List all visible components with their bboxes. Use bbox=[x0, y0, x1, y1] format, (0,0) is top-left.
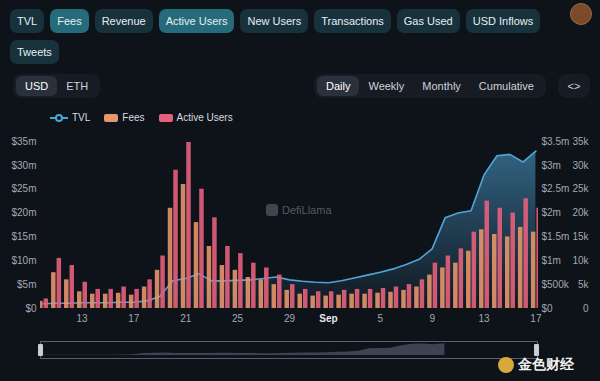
svg-text:15k: 15k bbox=[572, 231, 589, 242]
svg-text:$500k: $500k bbox=[542, 279, 570, 290]
html-text:Tweets: Tweets bbox=[17, 46, 52, 58]
svg-text:$3.5m: $3.5m bbox=[542, 136, 570, 147]
html-text:USD: USD bbox=[25, 80, 49, 92]
svg-text:$0: $0 bbox=[542, 303, 554, 314]
html-text:金色财经: 金色财经 bbox=[518, 356, 574, 372]
html-text:Weekly: Weekly bbox=[368, 80, 405, 92]
html-text:ETH: ETH bbox=[66, 80, 89, 92]
svg-text:21: 21 bbox=[180, 313, 192, 324]
svg-text:20k: 20k bbox=[572, 207, 589, 218]
html-text:USD Inflows: USD Inflows bbox=[472, 15, 534, 27]
html-text:Gas Used: Gas Used bbox=[403, 15, 453, 27]
svg-text:29: 29 bbox=[284, 313, 296, 324]
svg-text:35k: 35k bbox=[572, 136, 589, 147]
svg-text:17: 17 bbox=[128, 313, 140, 324]
svg-text:$20m: $20m bbox=[11, 207, 36, 218]
html-text:DefiLlama: DefiLlama bbox=[282, 204, 332, 216]
html-text:New Users: New Users bbox=[247, 15, 302, 27]
svg-text:5k: 5k bbox=[578, 279, 590, 290]
svg-text:$5m: $5m bbox=[17, 279, 36, 290]
html-text:Daily: Daily bbox=[326, 80, 351, 92]
html-text:Monthly: Monthly bbox=[422, 80, 461, 92]
svg-text:Sep: Sep bbox=[319, 313, 337, 324]
html-text:Fees: Fees bbox=[57, 15, 82, 27]
svg-text:$2.5m: $2.5m bbox=[542, 183, 570, 194]
svg-text:$1.5m: $1.5m bbox=[542, 231, 570, 242]
svg-text:10k: 10k bbox=[572, 255, 589, 266]
html-text:Fees: Fees bbox=[122, 112, 145, 123]
svg-text:$2m: $2m bbox=[542, 207, 561, 218]
html-text:Revenue: Revenue bbox=[101, 15, 146, 27]
svg-text:$10m: $10m bbox=[11, 255, 36, 266]
svg-text:$30m: $30m bbox=[11, 160, 36, 171]
html-text:Cumulative: Cumulative bbox=[478, 80, 534, 92]
svg-text:9: 9 bbox=[429, 313, 435, 324]
html-text:Transactions: Transactions bbox=[321, 15, 384, 27]
svg-text:$0: $0 bbox=[25, 303, 37, 314]
svg-text:25: 25 bbox=[232, 313, 244, 324]
html-text:Active Users: Active Users bbox=[176, 112, 233, 123]
svg-text:$25m: $25m bbox=[11, 183, 36, 194]
svg-text:17: 17 bbox=[530, 313, 542, 324]
html-text:TVL: TVL bbox=[72, 112, 91, 123]
svg-text:$15m: $15m bbox=[11, 231, 36, 242]
svg-text:5: 5 bbox=[378, 313, 384, 324]
svg-text:13: 13 bbox=[478, 313, 490, 324]
svg-text:13: 13 bbox=[76, 313, 88, 324]
svg-text:$35m: $35m bbox=[11, 136, 36, 147]
html-text:Active Users: Active Users bbox=[165, 15, 228, 27]
svg-text:25k: 25k bbox=[572, 183, 589, 194]
svg-text:$1m: $1m bbox=[542, 255, 561, 266]
svg-text:30k: 30k bbox=[572, 160, 589, 171]
svg-text:$3m: $3m bbox=[542, 160, 561, 171]
svg-text:0: 0 bbox=[583, 303, 589, 314]
html-text:TVL: TVL bbox=[17, 15, 38, 27]
